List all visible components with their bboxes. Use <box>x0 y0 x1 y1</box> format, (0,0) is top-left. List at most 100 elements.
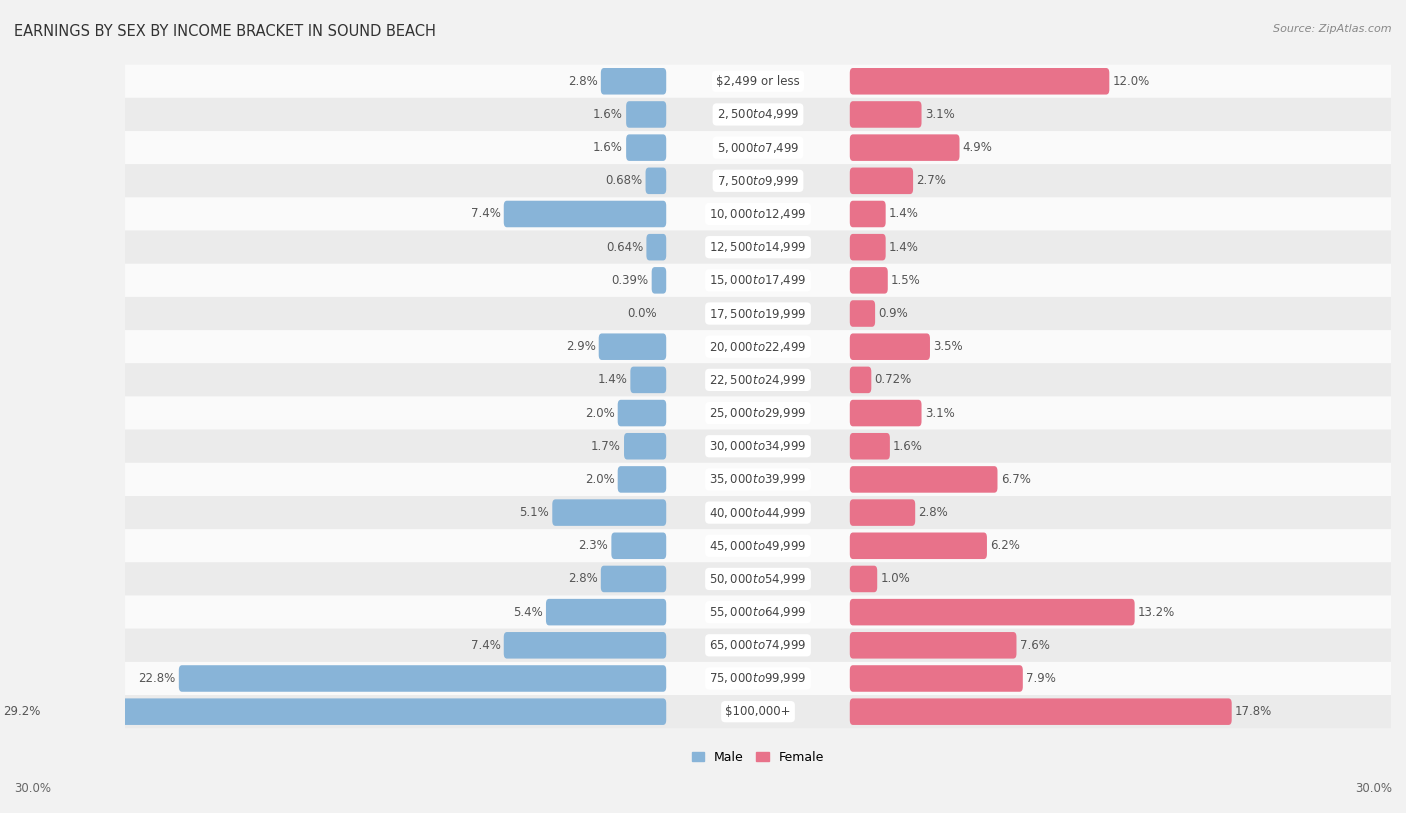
Text: 6.2%: 6.2% <box>990 539 1019 552</box>
FancyBboxPatch shape <box>125 463 1391 496</box>
FancyBboxPatch shape <box>125 628 1391 662</box>
Text: 1.4%: 1.4% <box>889 207 918 220</box>
Text: 0.0%: 0.0% <box>627 307 657 320</box>
Text: 0.9%: 0.9% <box>879 307 908 320</box>
Text: 0.72%: 0.72% <box>875 373 911 386</box>
Text: $17,500 to $19,999: $17,500 to $19,999 <box>709 307 807 320</box>
Text: EARNINGS BY SEX BY INCOME BRACKET IN SOUND BEACH: EARNINGS BY SEX BY INCOME BRACKET IN SOU… <box>14 24 436 39</box>
FancyBboxPatch shape <box>125 563 1391 596</box>
Text: 0.64%: 0.64% <box>606 241 643 254</box>
Text: 5.4%: 5.4% <box>513 606 543 619</box>
Text: 7.4%: 7.4% <box>471 639 501 652</box>
FancyBboxPatch shape <box>849 698 1232 725</box>
Text: $2,500 to $4,999: $2,500 to $4,999 <box>717 107 799 121</box>
FancyBboxPatch shape <box>626 134 666 161</box>
Text: $22,500 to $24,999: $22,500 to $24,999 <box>709 373 807 387</box>
Text: $5,000 to $7,499: $5,000 to $7,499 <box>717 141 799 154</box>
FancyBboxPatch shape <box>600 68 666 94</box>
Text: 2.7%: 2.7% <box>917 174 946 187</box>
Text: 1.7%: 1.7% <box>591 440 621 453</box>
FancyBboxPatch shape <box>125 496 1391 529</box>
FancyBboxPatch shape <box>125 429 1391 463</box>
Text: $12,500 to $14,999: $12,500 to $14,999 <box>709 240 807 254</box>
Text: $15,000 to $17,499: $15,000 to $17,499 <box>709 273 807 287</box>
FancyBboxPatch shape <box>125 98 1391 131</box>
FancyBboxPatch shape <box>647 234 666 260</box>
Text: $50,000 to $54,999: $50,000 to $54,999 <box>709 572 807 586</box>
FancyBboxPatch shape <box>125 397 1391 429</box>
Text: 1.4%: 1.4% <box>889 241 918 254</box>
FancyBboxPatch shape <box>125 596 1391 628</box>
Text: 1.6%: 1.6% <box>893 440 922 453</box>
FancyBboxPatch shape <box>645 167 666 194</box>
FancyBboxPatch shape <box>651 267 666 293</box>
FancyBboxPatch shape <box>849 632 1017 659</box>
Text: $10,000 to $12,499: $10,000 to $12,499 <box>709 207 807 221</box>
Text: $65,000 to $74,999: $65,000 to $74,999 <box>709 638 807 652</box>
Text: $2,499 or less: $2,499 or less <box>716 75 800 88</box>
Text: 2.9%: 2.9% <box>565 340 596 353</box>
Text: $100,000+: $100,000+ <box>725 705 790 718</box>
Text: $45,000 to $49,999: $45,000 to $49,999 <box>709 539 807 553</box>
Text: 29.2%: 29.2% <box>3 705 41 718</box>
FancyBboxPatch shape <box>617 400 666 426</box>
Text: 6.7%: 6.7% <box>1001 473 1031 486</box>
Text: 7.6%: 7.6% <box>1019 639 1049 652</box>
Text: 0.39%: 0.39% <box>612 274 648 287</box>
Text: 1.6%: 1.6% <box>593 108 623 121</box>
FancyBboxPatch shape <box>125 164 1391 198</box>
FancyBboxPatch shape <box>125 297 1391 330</box>
FancyBboxPatch shape <box>125 131 1391 164</box>
Text: 3.5%: 3.5% <box>934 340 963 353</box>
FancyBboxPatch shape <box>849 234 886 260</box>
FancyBboxPatch shape <box>503 201 666 228</box>
FancyBboxPatch shape <box>849 599 1135 625</box>
FancyBboxPatch shape <box>626 101 666 128</box>
Text: $75,000 to $99,999: $75,000 to $99,999 <box>709 672 807 685</box>
FancyBboxPatch shape <box>125 330 1391 363</box>
Text: $7,500 to $9,999: $7,500 to $9,999 <box>717 174 799 188</box>
Text: 5.1%: 5.1% <box>519 506 550 519</box>
Legend: Male, Female: Male, Female <box>692 751 824 764</box>
FancyBboxPatch shape <box>599 333 666 360</box>
Text: 2.0%: 2.0% <box>585 473 614 486</box>
Text: $25,000 to $29,999: $25,000 to $29,999 <box>710 406 807 420</box>
FancyBboxPatch shape <box>849 167 912 194</box>
FancyBboxPatch shape <box>849 300 875 327</box>
Text: 1.5%: 1.5% <box>891 274 921 287</box>
FancyBboxPatch shape <box>624 433 666 459</box>
Text: $30,000 to $34,999: $30,000 to $34,999 <box>709 439 807 453</box>
FancyBboxPatch shape <box>849 367 872 393</box>
FancyBboxPatch shape <box>125 662 1391 695</box>
FancyBboxPatch shape <box>179 665 666 692</box>
Text: 22.8%: 22.8% <box>138 672 176 685</box>
FancyBboxPatch shape <box>44 698 666 725</box>
Text: 4.9%: 4.9% <box>963 141 993 154</box>
FancyBboxPatch shape <box>503 632 666 659</box>
FancyBboxPatch shape <box>849 400 921 426</box>
Text: 2.8%: 2.8% <box>918 506 948 519</box>
FancyBboxPatch shape <box>849 433 890 459</box>
FancyBboxPatch shape <box>617 466 666 493</box>
Text: 12.0%: 12.0% <box>1112 75 1150 88</box>
FancyBboxPatch shape <box>546 599 666 625</box>
Text: 1.6%: 1.6% <box>593 141 623 154</box>
FancyBboxPatch shape <box>849 267 887 293</box>
Text: 7.9%: 7.9% <box>1026 672 1056 685</box>
FancyBboxPatch shape <box>600 566 666 592</box>
FancyBboxPatch shape <box>125 65 1391 98</box>
FancyBboxPatch shape <box>849 499 915 526</box>
FancyBboxPatch shape <box>125 198 1391 231</box>
Text: 1.4%: 1.4% <box>598 373 627 386</box>
Text: 3.1%: 3.1% <box>925 108 955 121</box>
FancyBboxPatch shape <box>849 68 1109 94</box>
FancyBboxPatch shape <box>630 367 666 393</box>
FancyBboxPatch shape <box>125 231 1391 263</box>
Text: 30.0%: 30.0% <box>14 782 51 795</box>
Text: $20,000 to $22,499: $20,000 to $22,499 <box>709 340 807 354</box>
FancyBboxPatch shape <box>125 695 1391 728</box>
FancyBboxPatch shape <box>849 333 929 360</box>
Text: 30.0%: 30.0% <box>1355 782 1392 795</box>
FancyBboxPatch shape <box>849 134 959 161</box>
FancyBboxPatch shape <box>849 566 877 592</box>
